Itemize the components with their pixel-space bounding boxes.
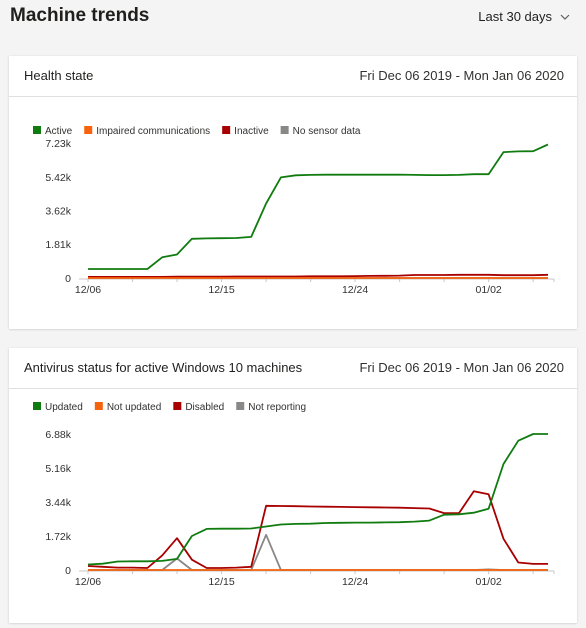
series-line-2 [87,490,548,569]
legend-item-0: Updated [33,402,83,413]
legend-item-3: No sensor data [280,126,361,137]
series-line-2 [88,273,549,278]
legend-label: Updated [45,402,83,413]
x-tick-label: 12/15 [208,284,234,296]
antivirus-status-card: Antivirus status for active Windows 10 m… [9,348,577,623]
y-tick-label: 3.44k [45,497,71,509]
time-range-value: Last 30 days [478,9,552,24]
card-header: Antivirus status for active Windows 10 m… [9,348,577,388]
legend-swatch [33,126,41,134]
health-state-chart: Active Impaired communications Inactive No … [33,126,555,296]
card-date-range: Fri Dec 06 2019 - Mon Jan 06 2020 [359,68,564,83]
legend-item-0: Active [33,126,73,137]
card-divider [9,388,577,389]
x-tick-label: 12/06 [75,284,101,296]
legend-swatch [173,402,182,410]
legend-label: Impaired communications [96,126,210,137]
legend-label: Disabled [185,402,224,413]
legend-item-3: Not reporting [236,402,306,413]
legend-item-1: Not updated [94,402,162,413]
legend-swatch [222,126,231,134]
y-tick-label: 1.81k [45,239,71,251]
legend-swatch [280,126,289,134]
x-tick-label: 01/02 [476,576,502,588]
legend-swatch [84,126,93,134]
y-tick-label: 6.88k [45,429,71,441]
legend-swatch [236,402,245,410]
legend-item-2: Inactive [222,126,269,137]
card-title: Health state [24,68,94,83]
x-tick-label: 01/02 [476,284,502,296]
card-header: Health state Fri Dec 06 2019 - Mon Jan 0… [9,56,577,96]
legend-label: No sensor data [293,126,361,137]
y-tick-label: 0 [65,273,71,285]
y-tick-label: 0 [65,565,71,577]
card-date-range: Fri Dec 06 2019 - Mon Jan 06 2020 [359,360,564,375]
legend-swatch [94,402,103,410]
legend-label: Not reporting [248,402,306,413]
y-tick-label: 5.42k [45,172,71,184]
chevron-down-icon [560,14,570,20]
legend-swatch [33,402,41,410]
series-line-0 [88,143,549,270]
y-tick-label: 5.16k [45,463,71,475]
y-tick-label: 7.23k [45,138,71,150]
x-tick-label: 12/24 [342,284,368,296]
series-line-3 [88,533,548,571]
card-title: Antivirus status for active Windows 10 m… [24,360,303,375]
antivirus-status-chart: Updated Not updated Disabled Not reporting 0… [33,402,555,588]
card-divider [9,96,577,97]
x-tick-label: 12/15 [208,576,234,588]
series-line-0 [87,433,548,566]
x-tick-label: 12/24 [342,576,368,588]
legend-label: Inactive [234,126,269,137]
page-title: Machine trends [10,5,150,26]
health-state-card: Health state Fri Dec 06 2019 - Mon Jan 0… [9,56,577,329]
time-range-dropdown[interactable]: Last 30 days [478,9,570,24]
page-header: Machine trends Last 30 days [0,0,586,48]
legend-label: Not updated [107,402,162,413]
y-tick-label: 1.72k [45,531,71,543]
legend-item-1: Impaired communications [84,126,210,137]
x-tick-label: 12/06 [75,576,101,588]
legend-item-2: Disabled [173,402,224,413]
y-tick-label: 3.62k [45,205,71,217]
legend-label: Active [45,126,73,137]
